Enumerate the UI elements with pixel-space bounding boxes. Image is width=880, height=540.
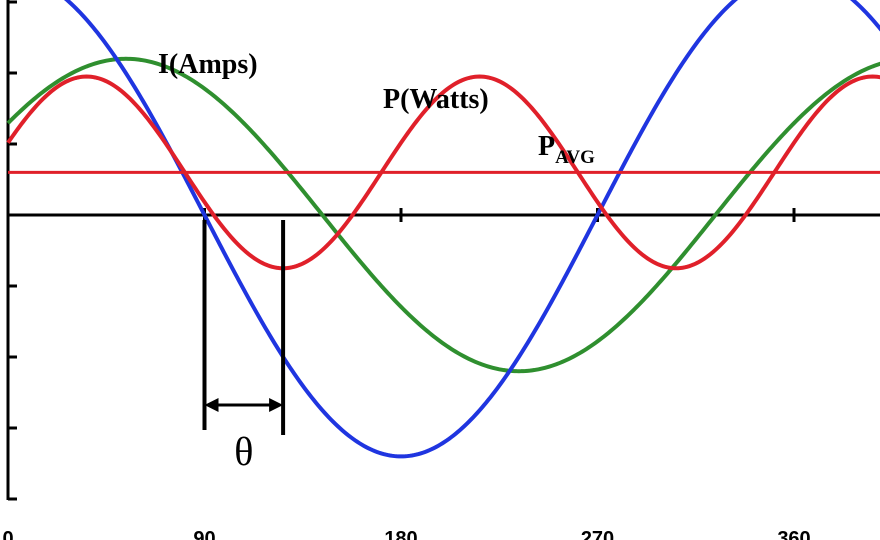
pavg-label-subscript: AVG: [555, 147, 595, 168]
series-p-watts-line: [6, 74, 880, 271]
x-tick-label: 180: [384, 528, 417, 540]
current-label: I(Amps): [158, 49, 258, 80]
phase-label: θ: [234, 429, 253, 474]
phase-marker: θ: [202, 220, 286, 474]
series-voltage-line: [63, 0, 880, 459]
axes: [6, 0, 880, 500]
phase-arrow-head-left: [204, 398, 219, 412]
x-tick-label: 0: [2, 528, 13, 540]
power-label: P(Watts): [383, 84, 489, 115]
x-ticks: 0 90 180 270 360: [2, 208, 811, 540]
series-group: [6, 0, 880, 459]
phase-arrow-head-right: [269, 398, 284, 412]
pavg-label: PAVG: [538, 131, 595, 168]
pavg-label-main: P: [538, 131, 555, 162]
x-tick-label: 270: [581, 528, 614, 540]
y-ticks: [8, 0, 17, 501]
x-tick-label: 360: [777, 528, 810, 540]
series-i-amps-line: [6, 56, 880, 374]
x-tick-label: 90: [193, 528, 215, 540]
